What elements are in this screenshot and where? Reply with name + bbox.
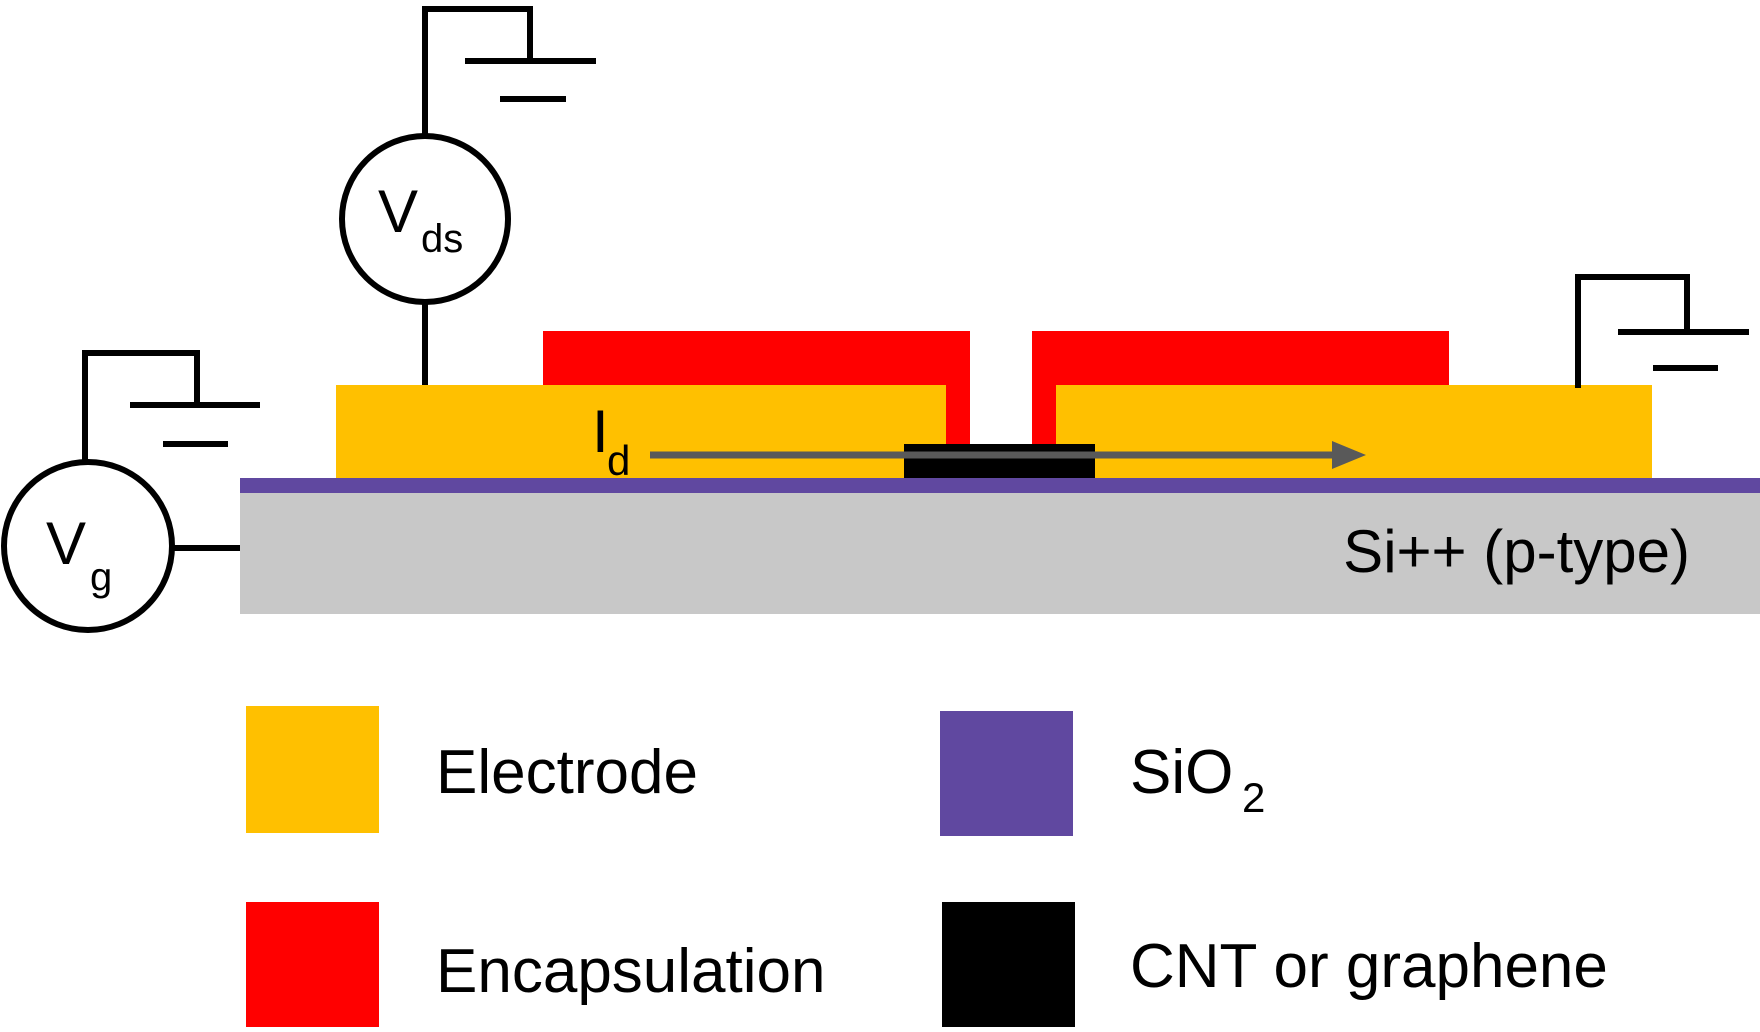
legend-label-sio2: SiO bbox=[1130, 738, 1233, 807]
vds-wire-top bbox=[422, 6, 533, 168]
right-ground-wire bbox=[1575, 274, 1690, 388]
legend-swatch-electrode bbox=[246, 706, 379, 833]
vg-label: V bbox=[46, 510, 86, 577]
voltage-source-icon bbox=[1, 459, 175, 633]
legend-swatch-cnt bbox=[942, 902, 1075, 1027]
substrate-si bbox=[240, 492, 1760, 614]
legend-label-encapsulation: Encapsulation bbox=[436, 937, 826, 1006]
legend-swatch-encapsulation bbox=[246, 902, 379, 1027]
electrode-right bbox=[1056, 385, 1652, 478]
legend-label-cnt: CNT or graphene bbox=[1130, 932, 1608, 1001]
legend-label-electrode: Electrode bbox=[436, 738, 698, 807]
cnt-channel bbox=[904, 444, 1095, 478]
current-label: I bbox=[592, 398, 609, 465]
vds-label: V bbox=[378, 178, 418, 245]
vg-label-sub: g bbox=[90, 555, 112, 599]
vg-wire-top bbox=[82, 350, 200, 462]
encapsulation-right bbox=[1032, 331, 1449, 444]
encapsulation-left bbox=[543, 331, 970, 444]
legend-swatch-sio2 bbox=[940, 711, 1073, 836]
electrode-left bbox=[336, 385, 946, 478]
current-label-sub: d bbox=[607, 437, 630, 484]
legend-label-sio2-sub: 2 bbox=[1242, 774, 1265, 821]
arrow-icon bbox=[1332, 441, 1366, 469]
sio2-layer bbox=[240, 478, 1760, 493]
substrate-label: Si++ (p-type) bbox=[1343, 518, 1690, 585]
vds-label-sub: ds bbox=[421, 217, 463, 261]
